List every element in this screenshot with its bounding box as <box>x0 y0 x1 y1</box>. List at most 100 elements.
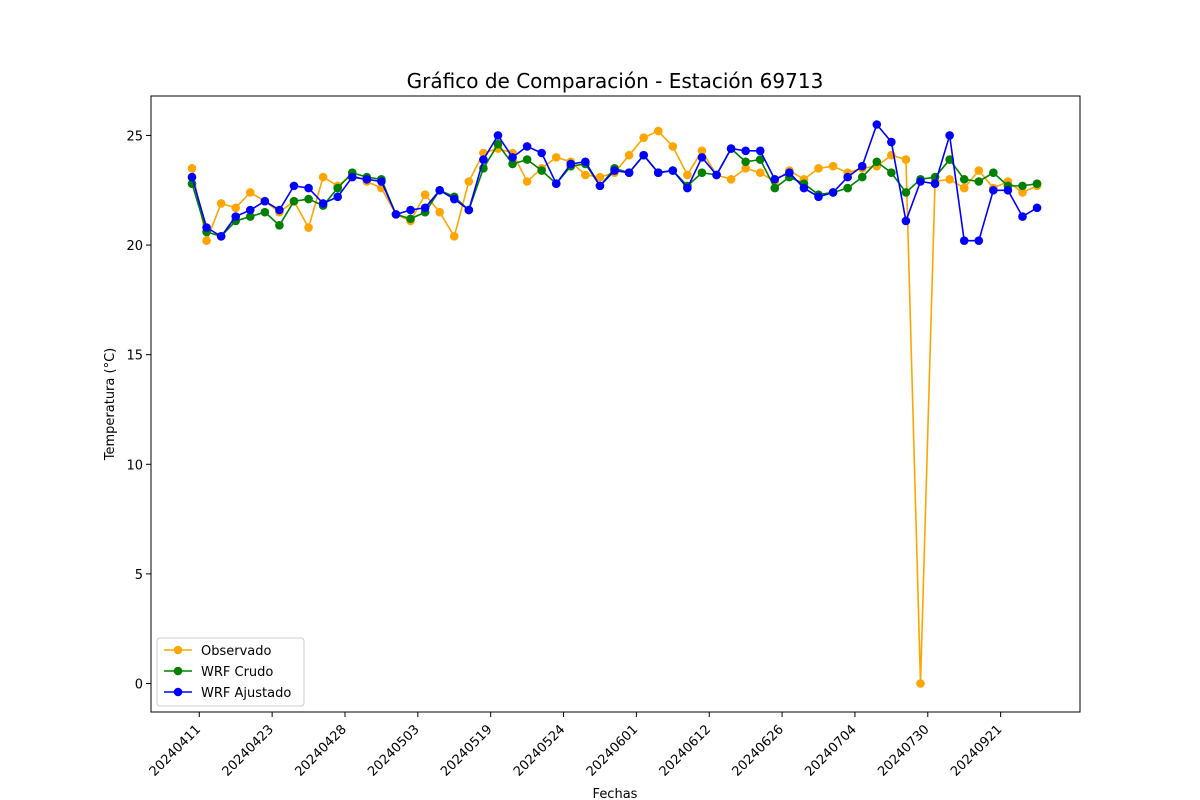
data-point <box>959 236 969 245</box>
plot-area <box>150 95 1081 713</box>
x-tick-label: 20240411 <box>147 722 204 779</box>
data-point <box>974 236 984 245</box>
data-point <box>275 205 284 215</box>
data-point <box>828 161 838 171</box>
data-point <box>391 210 401 219</box>
data-point <box>449 194 459 204</box>
data-point <box>901 188 911 197</box>
data-point <box>595 181 605 191</box>
data-point <box>202 236 211 245</box>
data-point <box>304 194 313 204</box>
data-point <box>959 175 969 184</box>
x-tick-label: 20240428 <box>292 722 349 779</box>
data-point <box>245 188 255 197</box>
data-point <box>653 126 663 136</box>
data-point <box>916 177 925 186</box>
data-point <box>755 155 765 164</box>
data-point <box>741 146 750 156</box>
data-point <box>449 231 459 241</box>
data-point <box>551 179 561 188</box>
y-tick-label: 15 <box>126 349 143 364</box>
data-point <box>814 192 823 202</box>
data-point <box>493 139 503 149</box>
data-point <box>318 172 328 182</box>
data-point <box>726 175 736 184</box>
data-point <box>755 168 765 178</box>
data-point <box>814 164 823 173</box>
y-tick-label: 25 <box>126 129 143 144</box>
y-axis: 0 5 10 15 20 25 <box>126 129 151 693</box>
data-point <box>857 161 867 171</box>
data-point <box>697 146 707 156</box>
data-point <box>959 183 969 193</box>
data-point <box>566 159 576 169</box>
x-tick-label: 20240524 <box>511 722 568 779</box>
data-point <box>435 207 444 217</box>
data-point <box>1003 185 1013 195</box>
data-point <box>377 177 386 186</box>
data-point <box>260 207 270 217</box>
data-point <box>1018 212 1027 221</box>
data-point <box>522 177 532 186</box>
data-point <box>289 196 299 206</box>
data-point <box>289 181 299 191</box>
data-point <box>974 177 984 186</box>
y-tick-label: 20 <box>126 239 143 254</box>
data-point <box>1018 188 1027 197</box>
legend-label: Observado <box>201 644 272 659</box>
x-tick-label: 20240503 <box>365 722 422 779</box>
data-point <box>347 172 357 182</box>
data-point <box>639 150 648 160</box>
data-point <box>916 679 925 688</box>
x-tick-label: 20240704 <box>802 722 859 779</box>
data-point <box>1032 179 1042 188</box>
data-point <box>581 157 590 167</box>
data-point <box>508 159 517 169</box>
data-point <box>726 144 736 153</box>
data-point <box>245 212 255 221</box>
legend-marker <box>173 666 183 676</box>
data-point <box>1018 181 1027 191</box>
data-point <box>697 168 707 178</box>
data-point <box>275 221 284 230</box>
data-point <box>1032 203 1042 213</box>
legend-item: WRF Ajustado <box>164 686 291 701</box>
data-point <box>508 153 517 162</box>
data-point <box>202 223 211 232</box>
series-layer <box>187 120 1042 688</box>
data-point <box>901 216 911 226</box>
data-point <box>945 155 954 164</box>
data-point <box>406 205 415 215</box>
data-point <box>522 155 532 164</box>
data-point <box>697 153 707 162</box>
data-point <box>887 137 896 147</box>
data-point <box>333 192 343 202</box>
data-point <box>843 183 852 193</box>
legend-item: WRF Crudo <box>164 665 273 680</box>
data-point <box>770 183 780 193</box>
data-point <box>406 214 415 224</box>
chart-title: Gráfico de Comparación - Estación 69713 <box>407 69 824 93</box>
data-point <box>872 157 882 167</box>
x-tick-label: 20240423 <box>220 722 277 779</box>
x-axis: 20240411 20240423 20240428 20240503 20240519… <box>147 712 1005 780</box>
y-tick-label: 5 <box>135 568 143 583</box>
data-point <box>712 170 721 180</box>
data-point <box>522 142 532 151</box>
data-point <box>799 183 809 193</box>
data-point <box>974 166 984 175</box>
data-point <box>435 185 444 195</box>
data-point <box>581 170 590 180</box>
data-point <box>741 164 750 173</box>
legend-label: WRF Crudo <box>201 665 273 680</box>
data-point <box>464 205 474 215</box>
data-point <box>333 183 343 193</box>
data-point <box>901 155 911 164</box>
data-point <box>741 157 750 167</box>
data-point <box>668 166 678 175</box>
data-point <box>362 175 372 184</box>
series-wrf-ajustado <box>187 120 1042 245</box>
data-point <box>537 148 546 158</box>
legend-item: Observado <box>164 644 272 659</box>
